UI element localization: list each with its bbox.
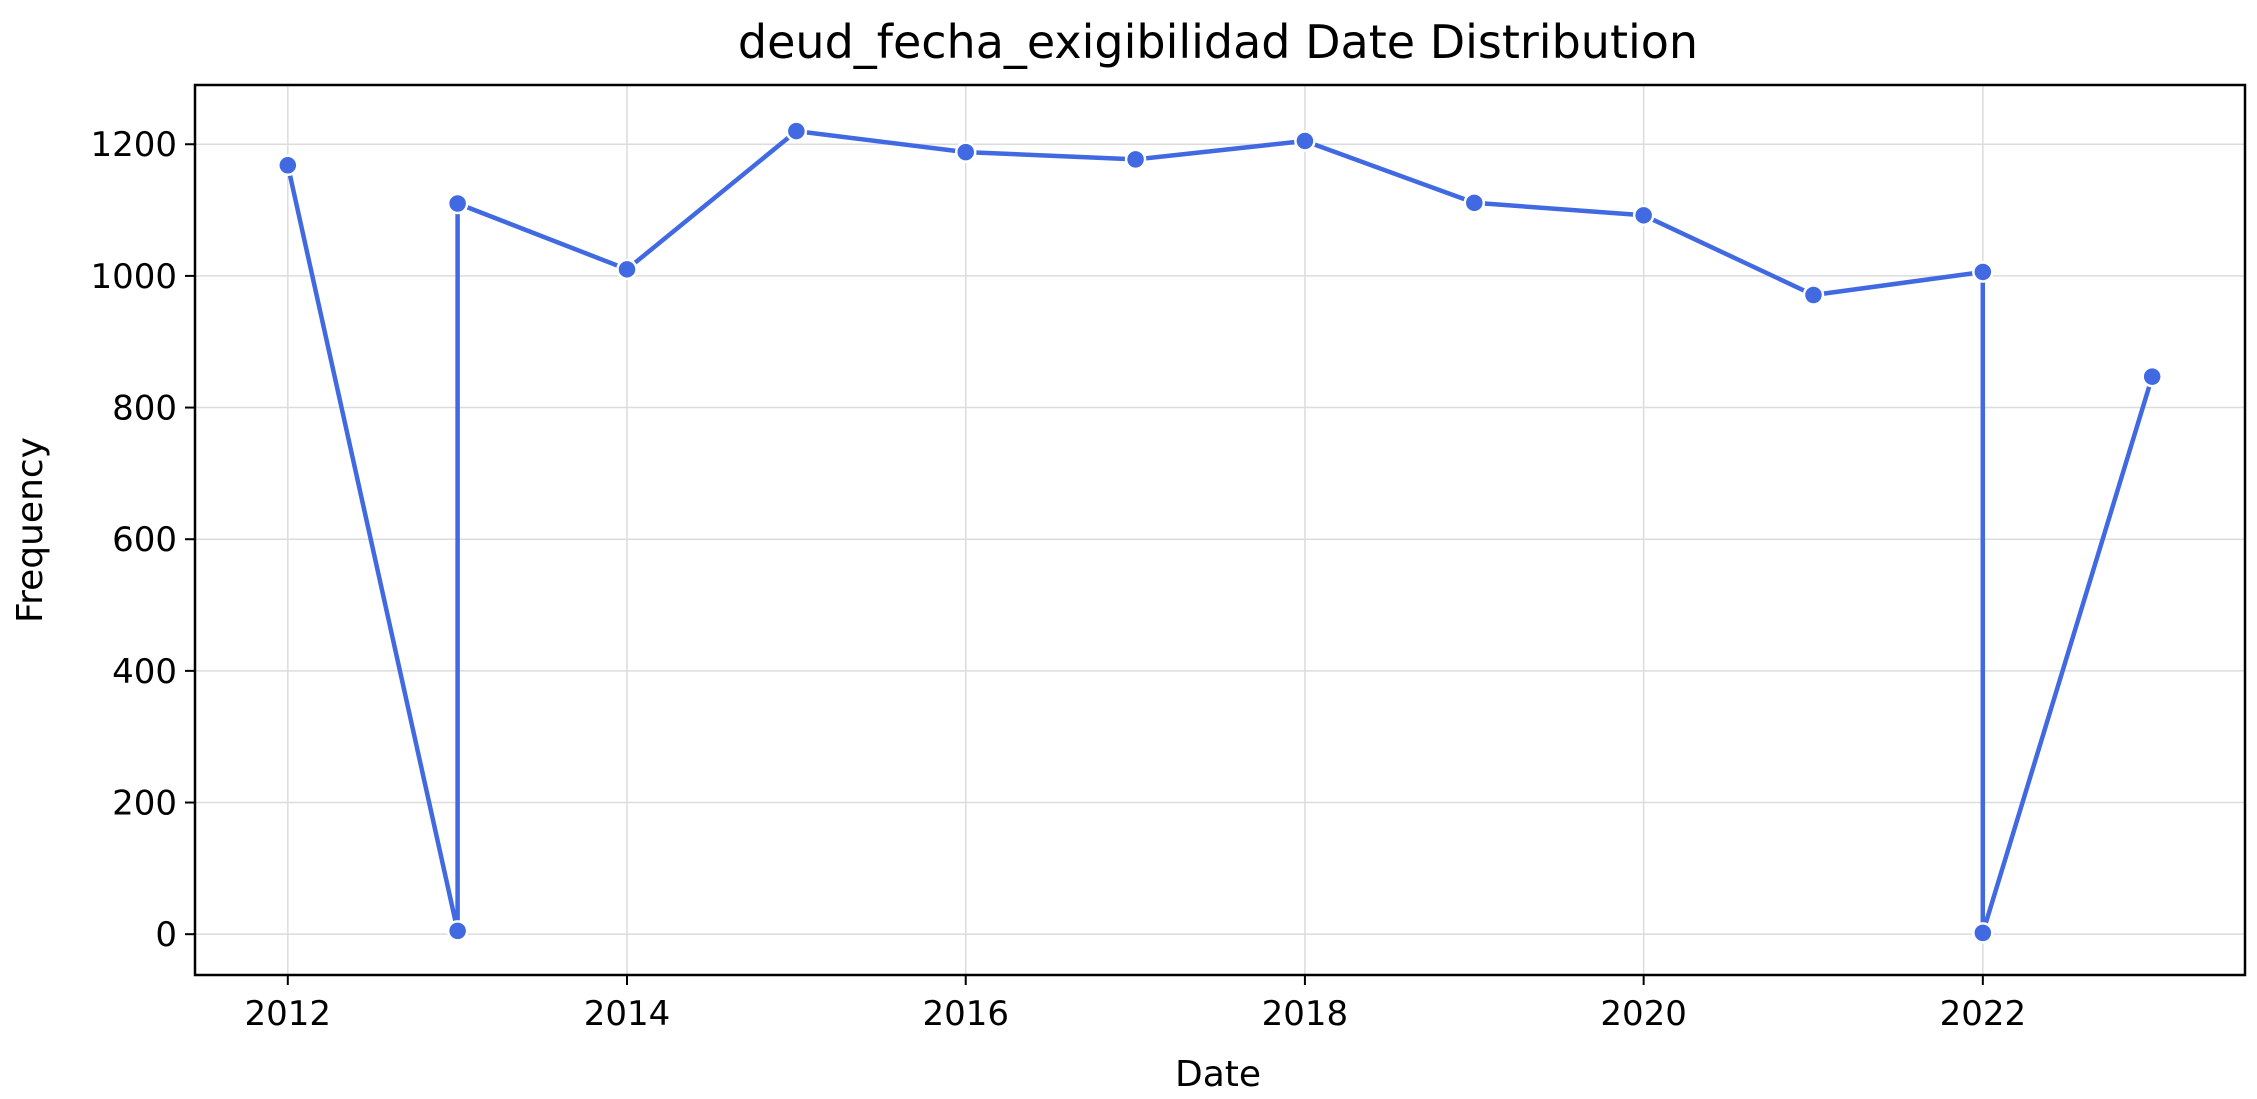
data-point bbox=[446, 192, 469, 215]
data-point bbox=[1124, 148, 1147, 171]
y-tick-label: 1200 bbox=[90, 125, 177, 165]
grid bbox=[195, 85, 2245, 975]
data-point bbox=[277, 154, 299, 177]
x-axis-label: Date bbox=[1175, 1054, 1261, 1095]
x-tick-label: 2016 bbox=[922, 994, 1009, 1034]
data-point bbox=[1632, 204, 1655, 227]
data-point bbox=[2141, 365, 2163, 388]
data-point bbox=[954, 141, 977, 163]
chart-title: deud_fecha_exigibilidad Date Distributio… bbox=[738, 15, 1698, 69]
x-tick-label: 2018 bbox=[1262, 994, 1349, 1034]
y-axis-label: Frequency bbox=[10, 437, 51, 623]
x-tick-label: 2014 bbox=[584, 994, 671, 1034]
data-point bbox=[616, 258, 638, 281]
series-line bbox=[285, 128, 2155, 936]
data-point bbox=[1294, 130, 1316, 152]
data-point bbox=[1802, 284, 1825, 306]
data-point bbox=[1463, 192, 1486, 214]
y-tick-label: 600 bbox=[112, 520, 177, 560]
x-tick-label: 2020 bbox=[1600, 994, 1687, 1034]
y-tick-label: 0 bbox=[155, 915, 177, 955]
plot-frame bbox=[193, 83, 2247, 977]
data-point bbox=[446, 920, 469, 942]
data-point bbox=[1972, 261, 1994, 283]
data-point bbox=[1972, 922, 1994, 944]
y-tick-label: 400 bbox=[112, 652, 177, 692]
x-tick-label: 2012 bbox=[245, 994, 332, 1034]
y-tick-label: 1000 bbox=[90, 257, 177, 297]
axis-ticks: 0 200 400 600 800 1000 1200 2012 2014 2016 2018 202… bbox=[90, 125, 2026, 1034]
series-layer bbox=[277, 120, 2163, 944]
x-tick-label: 2022 bbox=[1940, 994, 2027, 1034]
y-tick-label: 800 bbox=[112, 389, 177, 429]
data-point bbox=[785, 120, 808, 142]
y-tick-label: 200 bbox=[112, 784, 177, 824]
